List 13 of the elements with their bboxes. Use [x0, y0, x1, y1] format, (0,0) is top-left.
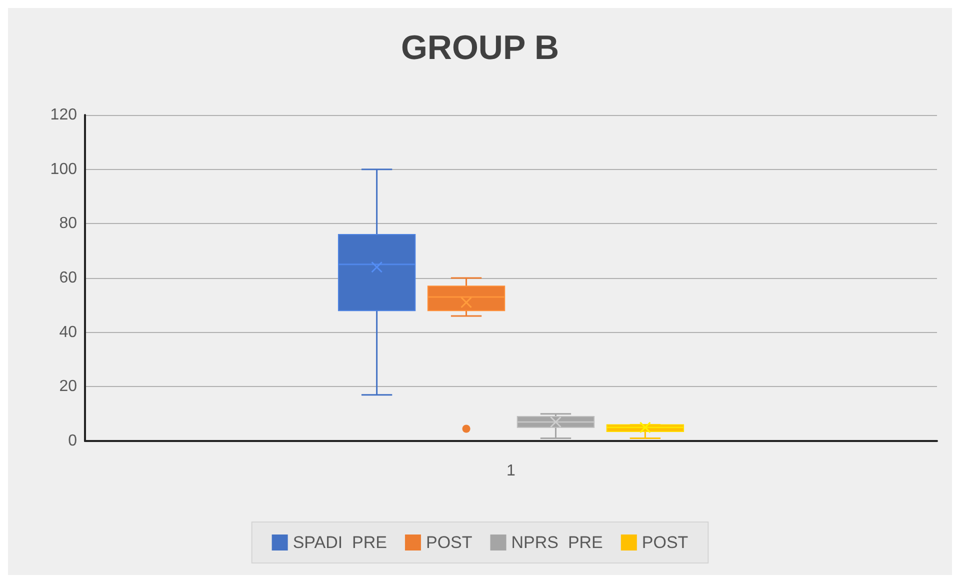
y-tick-label: 40 [59, 324, 78, 341]
chart-title: GROUP B [400, 29, 560, 67]
legend-label: SPADI PRE [292, 533, 387, 552]
y-tick-label: 100 [50, 160, 78, 178]
y-tick-label: 20 [59, 378, 78, 396]
x-tick-label: 1 [506, 462, 516, 480]
legend-label: POST [642, 533, 688, 552]
y-tick-label: 0 [68, 432, 78, 450]
y-tick-label: 60 [59, 270, 78, 286]
legend-label: NPRS PRE [511, 533, 603, 552]
y-tick-label: 80 [59, 215, 78, 232]
legend-label: POST [426, 533, 472, 552]
y-tick-label: 120 [50, 106, 78, 124]
